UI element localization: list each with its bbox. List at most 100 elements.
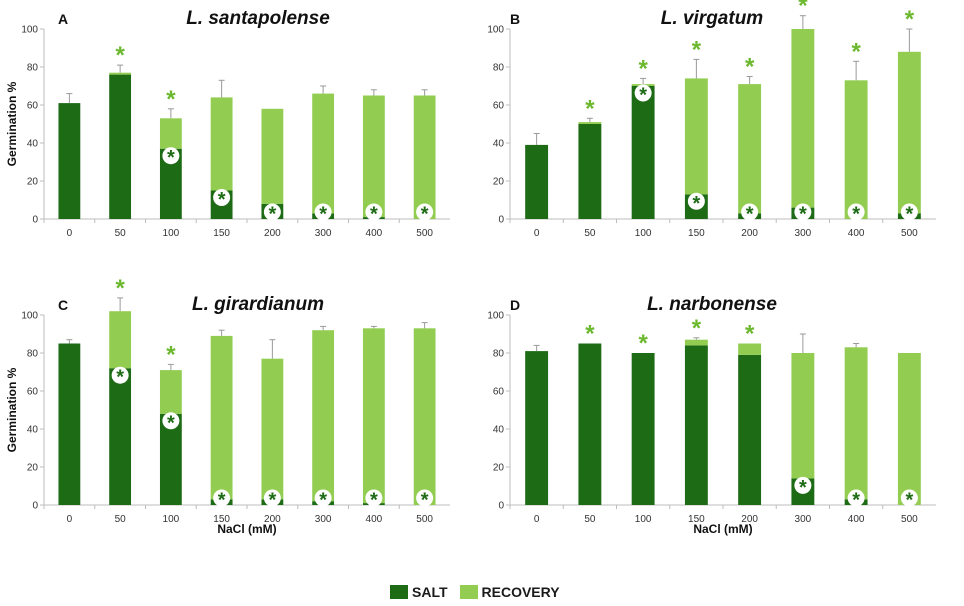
bar-recovery: [362, 328, 385, 504]
x-tick-label: 150: [688, 514, 705, 525]
significance-star-inside: *: [905, 204, 913, 226]
significance-star-inside: *: [799, 204, 807, 226]
x-tick-label: 150: [213, 228, 230, 239]
significance-circle: [900, 203, 918, 221]
significance-circle: [794, 203, 812, 221]
bar-recovery: [578, 122, 602, 124]
significance-circle: [365, 489, 383, 507]
x-tick-label: 400: [848, 514, 865, 525]
y-tick-label: 40: [27, 139, 39, 150]
legend-swatch-salt: [390, 585, 408, 599]
y-tick-label: 0: [498, 215, 504, 226]
x-tick-label: 100: [635, 514, 652, 525]
chart-panel-c: C L. girardianum 0 20 40 60 80 100 Germination %…: [5, 275, 450, 536]
x-tick-label: 50: [584, 514, 596, 525]
significance-star-above: *: [638, 330, 648, 357]
x-tick-label: 200: [264, 514, 281, 525]
significance-star-above: *: [585, 95, 595, 122]
significance-star-inside: *: [421, 490, 429, 512]
x-tick-label: 500: [416, 228, 433, 239]
significance-circle: [687, 192, 705, 210]
y-tick-label: 100: [487, 311, 504, 322]
significance-star-above: *: [692, 315, 702, 342]
y-tick-label: 80: [493, 63, 505, 74]
bar-salt: [109, 368, 132, 505]
significance-circle: [416, 203, 434, 221]
bar-recovery: [897, 353, 921, 505]
x-tick-label: 0: [67, 228, 73, 239]
significance-star-inside: *: [319, 490, 327, 512]
significance-star-inside: *: [692, 193, 700, 215]
significance-circle: [365, 203, 383, 221]
y-tick-label: 100: [21, 311, 38, 322]
bar-recovery: [261, 358, 284, 500]
significance-star-above: *: [638, 55, 648, 82]
significance-star-above: *: [692, 36, 702, 63]
y-tick-label: 80: [493, 349, 505, 360]
bar-salt: [738, 354, 762, 505]
x-tick-label: 50: [115, 228, 127, 239]
significance-star-inside: *: [218, 189, 226, 211]
chart-title: L. santapolense: [186, 8, 330, 29]
x-tick-label: 400: [366, 514, 383, 525]
bar-recovery: [261, 108, 284, 204]
significance-star-inside: *: [639, 85, 647, 107]
significance-star-above: *: [745, 54, 755, 81]
x-tick-label: 400: [848, 228, 865, 239]
x-tick-label: 0: [534, 228, 540, 239]
bar-recovery: [109, 311, 132, 369]
legend-label-recovery: RECOVERY: [481, 584, 560, 600]
x-tick-label: 50: [584, 228, 596, 239]
x-tick-label: 500: [901, 514, 918, 525]
x-tick-label: 500: [901, 228, 918, 239]
bar-recovery: [210, 335, 233, 500]
x-tick-label: 200: [264, 228, 281, 239]
significance-star-above: *: [905, 6, 915, 33]
significance-star-inside: *: [746, 204, 754, 226]
legend-swatch-recovery: [459, 585, 478, 599]
significance-star-inside: *: [167, 412, 175, 434]
significance-star-inside: *: [116, 367, 124, 389]
bar-salt: [578, 343, 602, 505]
significance-circle: [314, 203, 332, 221]
bar-recovery: [844, 80, 868, 219]
y-tick-label: 100: [487, 25, 504, 36]
x-tick-label: 300: [315, 228, 332, 239]
x-tick-label: 150: [688, 228, 705, 239]
bar-recovery: [413, 328, 436, 505]
significance-star-inside: *: [799, 477, 807, 499]
significance-star-inside: *: [268, 204, 276, 226]
significance-circle: [741, 203, 759, 221]
y-tick-label: 60: [493, 387, 505, 398]
significance-star-inside: *: [268, 490, 276, 512]
bar-salt: [159, 148, 182, 219]
legend: SALT RECOVERY: [390, 584, 566, 600]
significance-star-above: *: [745, 321, 755, 348]
chart-title: L. virgatum: [661, 8, 764, 29]
bar-recovery: [210, 97, 233, 191]
significance-star-inside: *: [319, 204, 327, 226]
significance-star-inside: *: [852, 204, 860, 226]
significance-circle: [416, 489, 434, 507]
significance-star-inside: *: [852, 490, 860, 512]
bar-recovery: [312, 93, 335, 214]
significance-circle: [263, 203, 281, 221]
x-tick-label: 150: [213, 514, 230, 525]
bar-recovery: [312, 330, 335, 502]
significance-circle: [162, 147, 180, 165]
bar-recovery: [844, 347, 868, 500]
bar-recovery: [897, 51, 921, 214]
x-tick-label: 50: [115, 514, 127, 525]
bar-salt: [58, 103, 81, 219]
significance-star-inside: *: [905, 490, 913, 512]
significance-star-above: *: [798, 0, 808, 20]
significance-star-above: *: [851, 38, 861, 65]
bar-salt: [109, 74, 132, 219]
y-tick-label: 100: [21, 25, 38, 36]
y-tick-label: 60: [27, 101, 39, 112]
y-tick-label: 0: [498, 501, 504, 512]
chart-panel-d: D L. narbonense 0 20 40 60 80 100 NaCl (mM) 0 50 * 1…: [487, 294, 936, 536]
significance-circle: [634, 84, 652, 102]
y-tick-label: 40: [493, 139, 505, 150]
x-tick-label: 300: [315, 514, 332, 525]
